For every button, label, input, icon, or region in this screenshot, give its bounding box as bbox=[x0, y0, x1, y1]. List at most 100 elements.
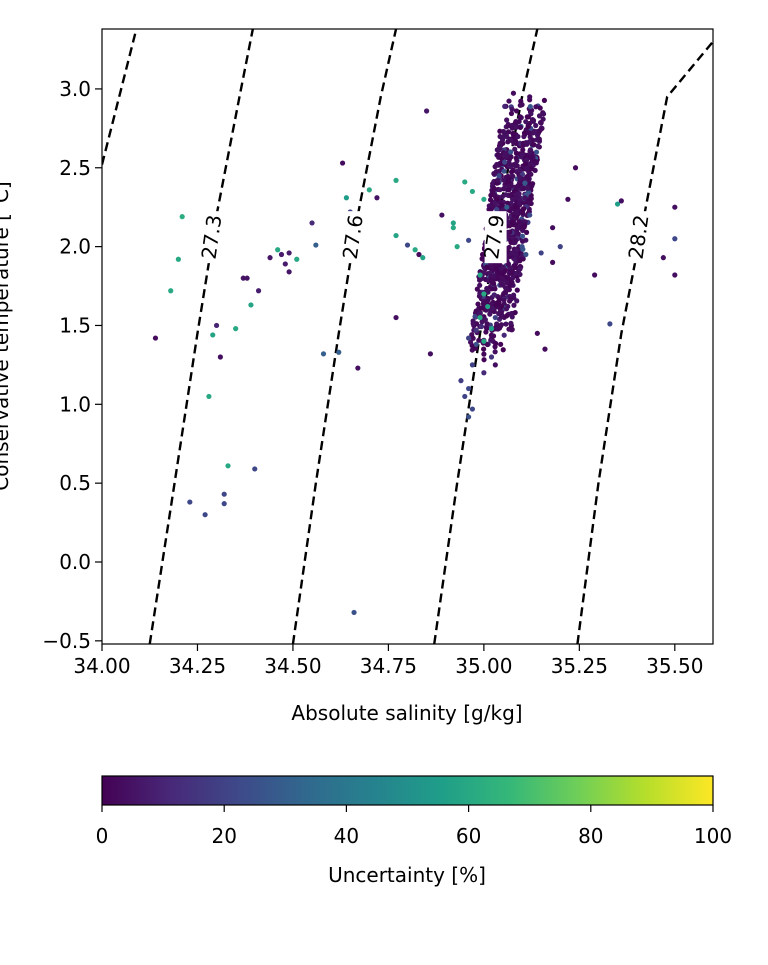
scatter-point bbox=[478, 323, 485, 330]
scatter-point bbox=[481, 357, 487, 363]
scatter-point bbox=[528, 195, 534, 202]
isopycnal-label-bg bbox=[484, 211, 507, 264]
scatter-point bbox=[484, 321, 490, 327]
scatter-point bbox=[516, 200, 522, 206]
scatter-point bbox=[175, 256, 181, 262]
scatter-point bbox=[508, 311, 514, 317]
scatter-point bbox=[527, 150, 533, 156]
scatter-point bbox=[202, 512, 208, 518]
scatter-point bbox=[485, 297, 491, 303]
scatter-point bbox=[501, 168, 507, 174]
scatter-point bbox=[501, 177, 507, 183]
scatter-point bbox=[469, 362, 476, 368]
scatter-point bbox=[508, 270, 515, 276]
scatter-point bbox=[490, 305, 496, 312]
scatter-point bbox=[516, 191, 522, 197]
x-axis: 34.00 34.25 34.50 34.75 35.00 35.25 35.50 bbox=[73, 644, 703, 678]
scatter-point bbox=[481, 346, 487, 352]
scatter-point bbox=[513, 195, 519, 201]
isopycnal-line bbox=[433, 29, 539, 644]
scatter-point bbox=[355, 365, 361, 371]
scatter-point bbox=[541, 97, 548, 104]
scatter-point bbox=[286, 269, 292, 275]
scatter-point bbox=[483, 329, 489, 335]
y-tick-label: −0.5 bbox=[42, 629, 91, 653]
scatter-point bbox=[517, 114, 523, 120]
scatter-point bbox=[467, 339, 474, 345]
scatter-point bbox=[267, 255, 273, 261]
scatter-point bbox=[495, 178, 501, 184]
scatter-point bbox=[481, 270, 487, 276]
scatter-point bbox=[510, 90, 517, 96]
scatter-point bbox=[592, 272, 598, 278]
scatter-point bbox=[489, 301, 495, 307]
colorbar-tick-label: 40 bbox=[334, 824, 359, 848]
scatter-point bbox=[168, 288, 174, 294]
scatter-point bbox=[532, 128, 538, 135]
scatter-point bbox=[508, 320, 514, 326]
colorbar: 0 20 40 60 80 100 Uncertainty [%] bbox=[96, 775, 732, 887]
scatter-point bbox=[481, 351, 487, 357]
scatter-point bbox=[540, 111, 547, 117]
scatter-point bbox=[527, 212, 533, 218]
scatter-point bbox=[519, 102, 525, 108]
scatter-point bbox=[221, 501, 227, 507]
scatter-point bbox=[187, 499, 193, 505]
scatter-point bbox=[525, 185, 531, 191]
scatter-point bbox=[393, 232, 399, 239]
scatter-point bbox=[614, 201, 621, 207]
scatter-point bbox=[542, 346, 548, 352]
isopycnal-label-bg bbox=[628, 211, 651, 264]
scatter-point bbox=[572, 165, 579, 171]
scatter-point bbox=[511, 140, 517, 146]
scatter-point bbox=[607, 321, 613, 327]
scatter-point bbox=[439, 212, 445, 218]
isopycnal-label-layer: 27.3 27.6 27.9 28.2 bbox=[197, 211, 653, 264]
scatter-point bbox=[252, 466, 258, 472]
scatter-point bbox=[513, 237, 519, 243]
isopycnal-layer bbox=[102, 29, 713, 644]
colorbar-label: Uncertainty [%] bbox=[328, 863, 486, 887]
scatter-point bbox=[501, 186, 507, 192]
scatter-point bbox=[393, 314, 399, 321]
scatter-point bbox=[509, 220, 515, 226]
scatter-point bbox=[550, 225, 556, 231]
scatter-point bbox=[528, 171, 534, 177]
scatter-point bbox=[510, 275, 516, 281]
scatter-point bbox=[488, 192, 494, 198]
scatter-point bbox=[490, 204, 496, 210]
scatter-point bbox=[217, 354, 223, 360]
scatter-point bbox=[477, 272, 483, 278]
scatter-point bbox=[531, 142, 537, 148]
scatter-point bbox=[527, 94, 533, 100]
x-tick-label: 35.50 bbox=[646, 654, 703, 678]
scatter-point bbox=[512, 309, 518, 316]
scatter-point bbox=[466, 237, 472, 243]
scatter-point bbox=[416, 251, 422, 258]
scatter-point bbox=[498, 304, 505, 310]
colorbar-tick-label: 0 bbox=[96, 824, 109, 848]
scatter-point bbox=[225, 463, 231, 469]
scatter-point bbox=[508, 183, 515, 189]
scatter-point bbox=[508, 206, 515, 212]
scatter-point bbox=[255, 288, 262, 294]
scatter-point bbox=[500, 264, 506, 270]
scatter-point bbox=[504, 280, 510, 286]
scatter-point bbox=[494, 196, 500, 202]
scatter-point bbox=[498, 282, 505, 288]
isopycnal-line bbox=[148, 29, 255, 644]
scatter-point bbox=[522, 180, 528, 186]
scatter-point bbox=[530, 117, 537, 124]
scatter-point bbox=[513, 124, 519, 130]
scatter-point bbox=[522, 222, 528, 229]
colorbar-tick-label: 80 bbox=[578, 824, 603, 848]
scatter-point bbox=[502, 103, 508, 109]
scatter-point bbox=[469, 188, 476, 195]
colorbar-tick-label: 20 bbox=[211, 824, 236, 848]
scatter-point bbox=[493, 262, 499, 268]
scatter-point bbox=[496, 173, 502, 179]
scatter-point bbox=[533, 122, 539, 129]
scatter-point bbox=[535, 143, 541, 149]
scatter-point bbox=[472, 313, 478, 320]
